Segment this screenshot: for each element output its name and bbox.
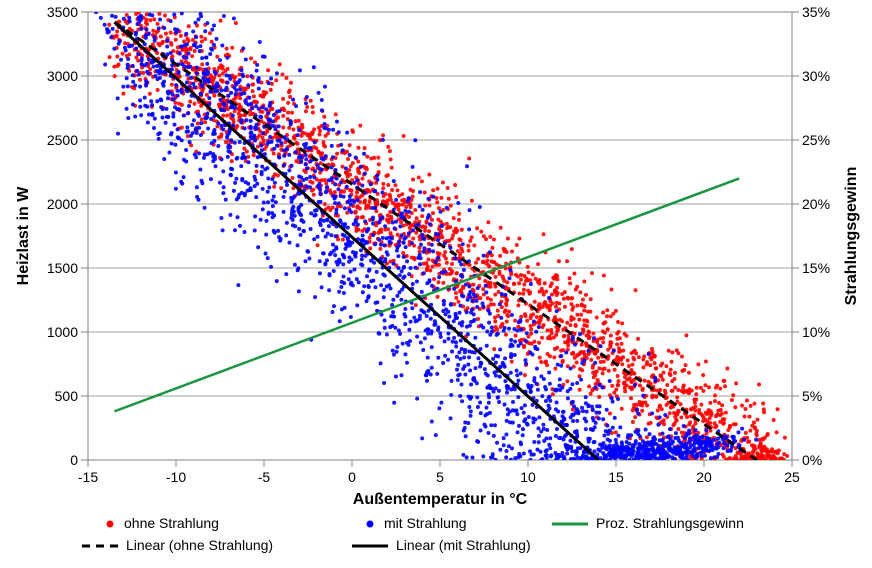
svg-text:500: 500: [55, 388, 79, 404]
svg-text:0: 0: [348, 469, 356, 485]
svg-text:3500: 3500: [47, 4, 78, 20]
svg-text:ohne Strahlung: ohne Strahlung: [124, 515, 219, 531]
svg-text:1000: 1000: [47, 324, 78, 340]
svg-text:Linear (mit Strahlung): Linear (mit Strahlung): [396, 537, 531, 553]
svg-text:Außentemperatur in °C: Außentemperatur in °C: [353, 491, 528, 508]
svg-text:-5: -5: [258, 469, 271, 485]
svg-text:5: 5: [436, 469, 444, 485]
heating-load-chart: -15 -10 -5 0 5 10 15 20 25 0 500 1000 1500 2000 2500 30…: [0, 0, 872, 568]
svg-text:35%: 35%: [802, 4, 830, 20]
svg-text:2500: 2500: [47, 132, 78, 148]
svg-text:2000: 2000: [47, 196, 78, 212]
svg-text:1500: 1500: [47, 260, 78, 276]
svg-text:Heizlast in W: Heizlast in W: [15, 186, 32, 286]
svg-text:-15: -15: [78, 469, 98, 485]
svg-text:15%: 15%: [802, 260, 830, 276]
svg-text:10%: 10%: [802, 324, 830, 340]
svg-text:mit Strahlung: mit Strahlung: [384, 515, 466, 531]
svg-text:Strahlungsgewinn: Strahlungsgewinn: [843, 167, 860, 306]
svg-text:15: 15: [608, 469, 624, 485]
svg-text:5%: 5%: [802, 388, 822, 404]
chart-svg: -15 -10 -5 0 5 10 15 20 25 0 500 1000 1500 2000 2500 30…: [0, 0, 872, 568]
svg-text:20: 20: [696, 469, 712, 485]
svg-text:3000: 3000: [47, 68, 78, 84]
svg-text:20%: 20%: [802, 196, 830, 212]
svg-text:25%: 25%: [802, 132, 830, 148]
svg-text:-10: -10: [166, 469, 186, 485]
svg-text:Proz. Strahlungsgewinn: Proz. Strahlungsgewinn: [596, 515, 744, 531]
svg-text:10: 10: [520, 469, 536, 485]
svg-text:25: 25: [784, 469, 800, 485]
svg-text:Linear (ohne Strahlung): Linear (ohne Strahlung): [126, 537, 273, 553]
svg-text:30%: 30%: [802, 68, 830, 84]
svg-text:0%: 0%: [802, 452, 822, 468]
svg-text:0: 0: [70, 452, 78, 468]
